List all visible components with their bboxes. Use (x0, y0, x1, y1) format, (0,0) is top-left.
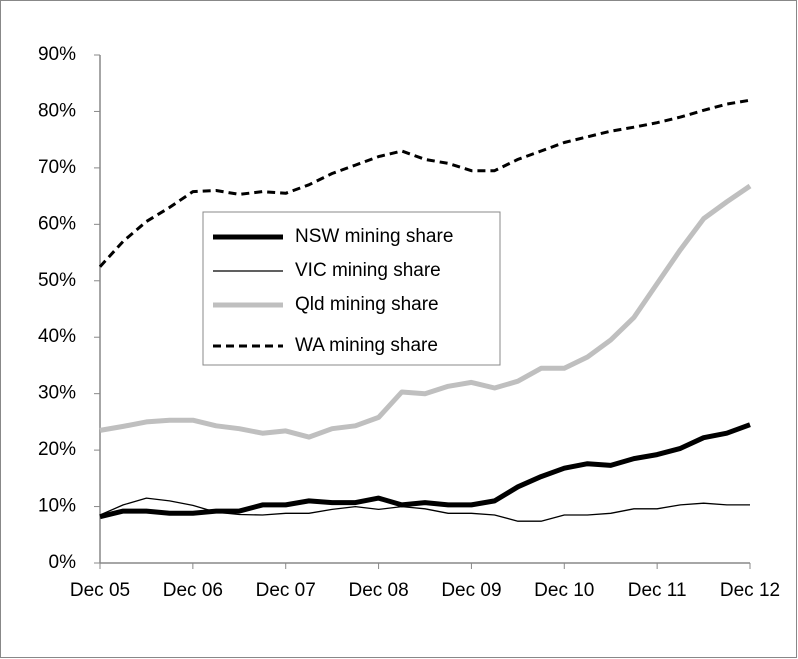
legend-label: NSW mining share (295, 226, 453, 247)
y-tick-label: 40% (38, 326, 76, 347)
y-tick-label: 10% (38, 496, 76, 517)
y-tick-label: 0% (49, 552, 77, 573)
y-tick-label: 30% (38, 383, 76, 404)
y-tick-label: 80% (38, 100, 76, 121)
x-tick-label: Dec 11 (628, 580, 687, 601)
y-tick-label: 20% (38, 439, 76, 460)
x-tick-label: Dec 12 (720, 580, 780, 601)
x-tick-label: Dec 09 (441, 580, 501, 601)
series-line (99, 422, 751, 520)
series-line (99, 183, 752, 440)
y-tick-label: 90% (38, 44, 76, 65)
y-tick-label: 50% (38, 270, 76, 291)
x-tick-label: Dec 06 (163, 580, 223, 601)
x-tick-label: Dec 05 (70, 580, 130, 601)
y-tick-label: 70% (38, 157, 76, 178)
series-line (98, 98, 751, 268)
legend-label: VIC mining share (295, 260, 441, 281)
legend-label: WA mining share (295, 335, 438, 356)
x-tick-label: Dec 08 (348, 580, 408, 601)
x-tick-label: Dec 10 (534, 580, 594, 601)
y-tick-label: 60% (38, 213, 76, 234)
x-tick-label: Dec 07 (256, 580, 316, 601)
legend-label: Qld mining share (295, 294, 439, 315)
